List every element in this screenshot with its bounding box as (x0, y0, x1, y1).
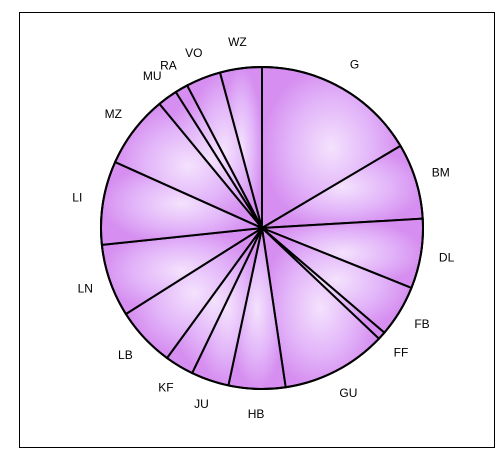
pie-label-mz: MZ (105, 107, 122, 121)
pie-label-ff: FF (394, 345, 409, 359)
pie-label-dl: DL (439, 250, 455, 264)
pie-label-g: G (350, 58, 359, 72)
pie-label-ra: RA (160, 58, 177, 72)
pie-label-mu: MU (143, 69, 162, 83)
pie-label-lb: LB (118, 348, 133, 362)
pie-label-kf: KF (158, 381, 173, 395)
pie-label-gu: GU (339, 386, 357, 400)
pie-label-bm: BM (432, 165, 450, 179)
pie-label-wz: WZ (228, 35, 247, 49)
pie-label-li: LI (72, 191, 82, 205)
pie-label-fb: FB (414, 317, 429, 331)
pie-label-ln: LN (78, 281, 93, 295)
pie-label-ju: JU (194, 397, 209, 411)
pie-label-hb: HB (248, 407, 265, 421)
pie-label-vo: VO (185, 46, 202, 60)
